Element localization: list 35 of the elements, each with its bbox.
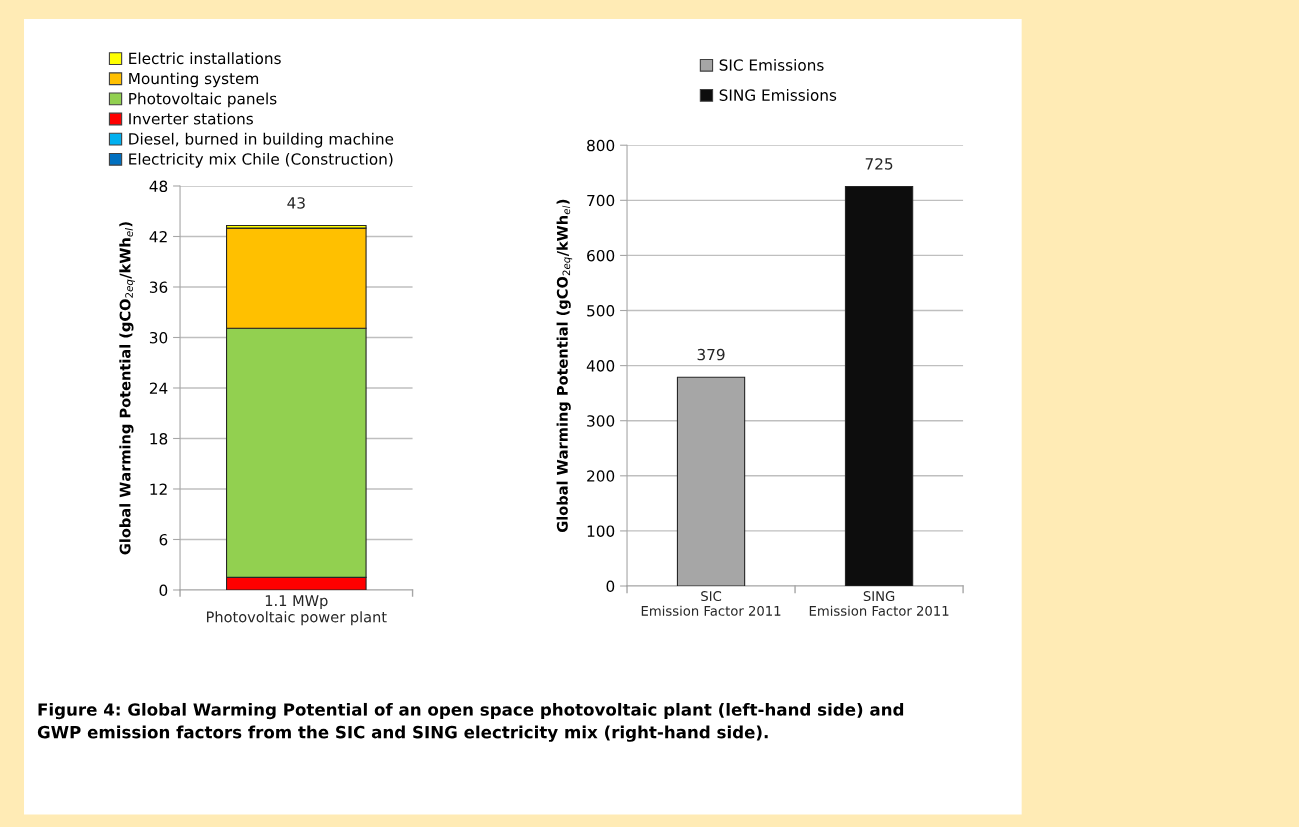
y-tick-label: 18 [150,432,168,445]
y-axis-title: Global Warming Potential (gCO$_{2eq}$/kWh$_{el}$) [119,222,135,555]
legend-label: SING Emissions [719,89,837,101]
legend-label: Diesel, burned in building machine [129,132,394,148]
y-tick-label: 42 [149,230,167,243]
legend-label: Electricity mix Chile (Construction) [129,152,393,168]
legend-label: SIC Emissions [719,59,824,71]
y-tick-label: 300 [587,415,615,427]
y-tick-label: 0 [606,580,615,593]
y-tick-label: 800 [587,139,615,152]
y-tick-label: 48 [149,180,168,193]
legend-label: Photovoltaic panels [129,92,277,108]
legend-label: Electric installations [129,52,281,65]
caption: Figure 4: Global Warming Potential of an open space photovoltaic plant (left-hand side) and GWP emission factors from the SIC and SING electricity mix (right-hand side). [37,702,904,742]
y-tick-label: 12 [150,483,167,495]
y-tick-label: 36 [149,281,168,294]
y-tick-label: 400 [586,360,615,372]
y-tick-label: 24 [149,382,168,394]
legend-label: Inverter stations [129,112,253,125]
y-tick-label: 0 [159,584,168,596]
legend-label: Mounting system [129,72,259,88]
x-tick-label: 1.1 MWp Photovoltaic power plant [206,595,387,626]
data-label: 379 [697,348,725,361]
y-axis-title: Global Warming Potential (gCO$_{2eq}$/kWh$_{el}$) [556,199,573,533]
y-tick-label: 30 [149,331,168,344]
data-label: 725 [865,158,893,170]
y-tick-label: 100 [587,525,615,537]
y-tick-label: 200 [587,470,615,482]
y-tick-label: 700 [587,194,615,207]
x-tick-label: SIC Emission Factor 2011 [641,591,781,616]
y-tick-label: 600 [587,249,615,262]
total-label: 43 [287,197,305,209]
y-tick-label: 6 [159,533,168,546]
y-tick-label: 500 [587,304,615,317]
x-tick-label: SING Emission Factor 2011 [809,591,949,616]
